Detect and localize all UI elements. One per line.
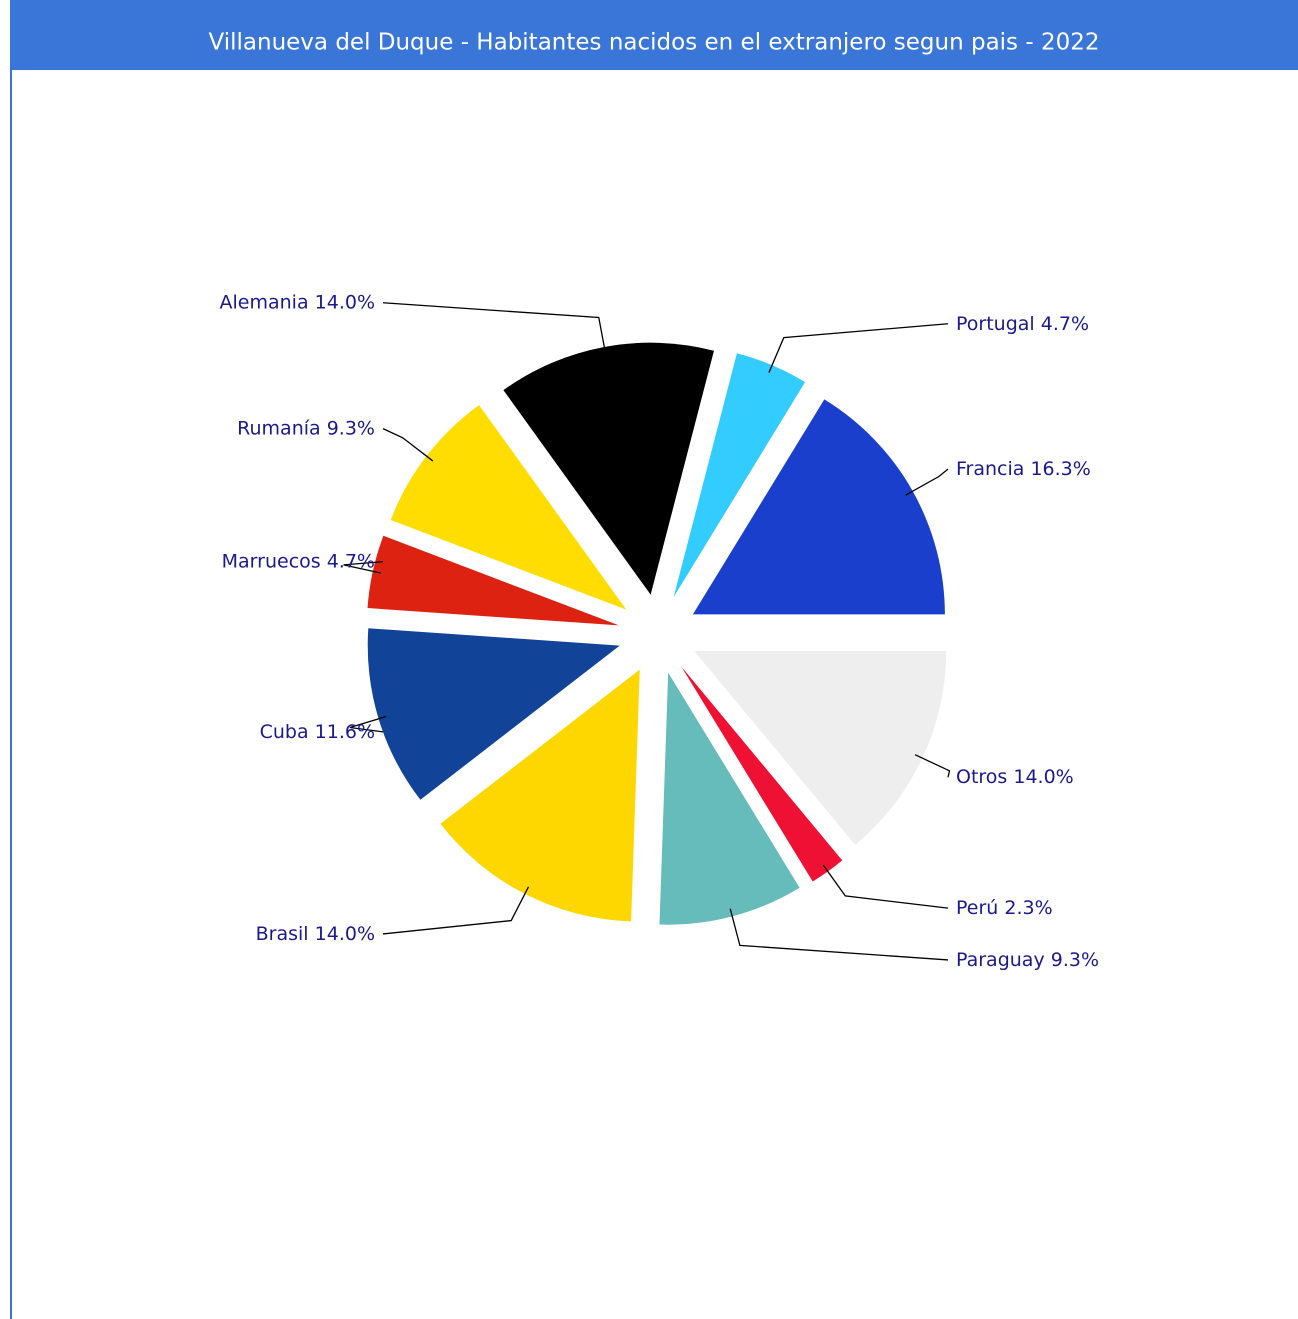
slice-label: Perú 2.3% (956, 897, 1053, 919)
slice-value-label: 2.3% (1004, 897, 1052, 919)
slice-value-label: 11.6% (315, 720, 375, 742)
pie-slice (692, 399, 945, 615)
slice-value-label: 16.3% (1030, 458, 1090, 480)
leader-line (343, 561, 384, 574)
pie-slice (390, 405, 627, 610)
leader-line (382, 428, 434, 462)
pie-slice (659, 672, 800, 925)
slice-label: Rumanía 9.3% (237, 417, 375, 439)
pie-slice (503, 342, 714, 595)
slice-category: Perú (956, 897, 998, 919)
chart-title: Villanueva del Duque - Habitantes nacido… (209, 30, 1100, 56)
leader-line (768, 323, 949, 373)
leader-line (914, 754, 951, 778)
slice-category: Alemania (220, 291, 309, 313)
pie-slice (367, 628, 620, 800)
slice-label: Brasil 14.0% (256, 922, 375, 944)
leader-line (382, 302, 607, 355)
slice-category: Marruecos (222, 550, 321, 572)
slice-label: Alemania 14.0% (220, 291, 376, 313)
slice-label: Paraguay 9.3% (956, 948, 1099, 970)
slice-value-label: 4.7% (327, 550, 375, 572)
slice-category: Rumanía (237, 417, 321, 439)
slice-label: Cuba 11.6% (260, 720, 375, 742)
slice-value-label: 14.0% (1013, 766, 1073, 788)
leader-line (905, 468, 949, 496)
slice-value-label: 9.3% (1051, 948, 1099, 970)
slice-category: Portugal (956, 312, 1035, 334)
pie-slice (367, 535, 619, 626)
pie-slice (681, 666, 843, 882)
slice-value-label: 14.0% (315, 922, 375, 944)
slice-category: Paraguay (956, 948, 1045, 970)
slice-label: Portugal 4.7% (956, 312, 1089, 334)
slice-category: Cuba (260, 720, 309, 742)
leader-line (382, 886, 530, 935)
slice-category: Otros (956, 766, 1007, 788)
leader-line (349, 715, 387, 733)
slice-value-label: 9.3% (327, 417, 375, 439)
slice-label: Francia 16.3% (956, 458, 1091, 480)
slice-category: Brasil (256, 922, 309, 944)
slice-value-label: 4.7% (1041, 312, 1089, 334)
slice-label: Otros 14.0% (956, 766, 1074, 788)
pie-slice (440, 669, 640, 922)
slice-category: Francia (956, 458, 1024, 480)
pie-slice (673, 353, 806, 598)
slice-value-label: 14.0% (315, 291, 375, 313)
leader-line (822, 864, 949, 909)
slice-label: Marruecos 4.7% (222, 550, 375, 572)
title-bar (10, 0, 1298, 70)
leader-line (729, 908, 949, 961)
pie-slice (694, 650, 947, 845)
